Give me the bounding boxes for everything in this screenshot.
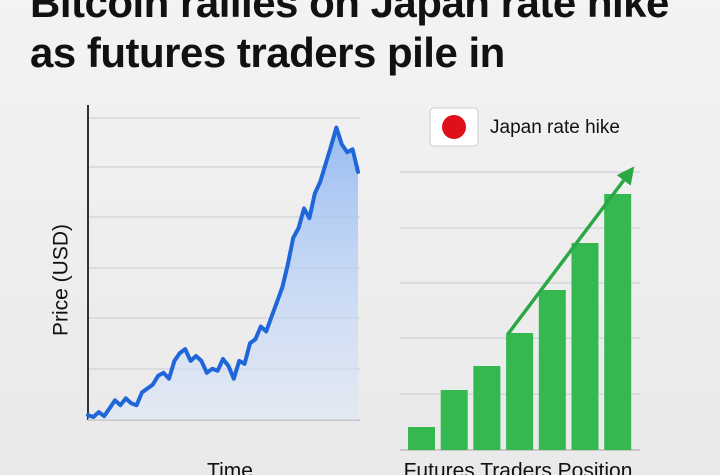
area [88, 127, 358, 420]
x-axis-label: Futures Traders Position [404, 460, 633, 475]
x-axis-label: Time [207, 460, 253, 475]
bar [506, 333, 534, 450]
y-axis-label: Price (USD) [50, 224, 73, 336]
trend-arrow [506, 166, 635, 336]
legend-label: Japan rate hike [490, 117, 620, 138]
bar [604, 194, 632, 450]
bar [440, 390, 468, 450]
bar [408, 427, 435, 450]
legend-marker [442, 115, 466, 139]
price-line [86, 125, 360, 419]
bar [571, 243, 599, 450]
bar [473, 366, 501, 450]
title: Bitcoin rallies on Japan rate hike as fu… [30, 0, 669, 76]
bar [538, 290, 566, 450]
